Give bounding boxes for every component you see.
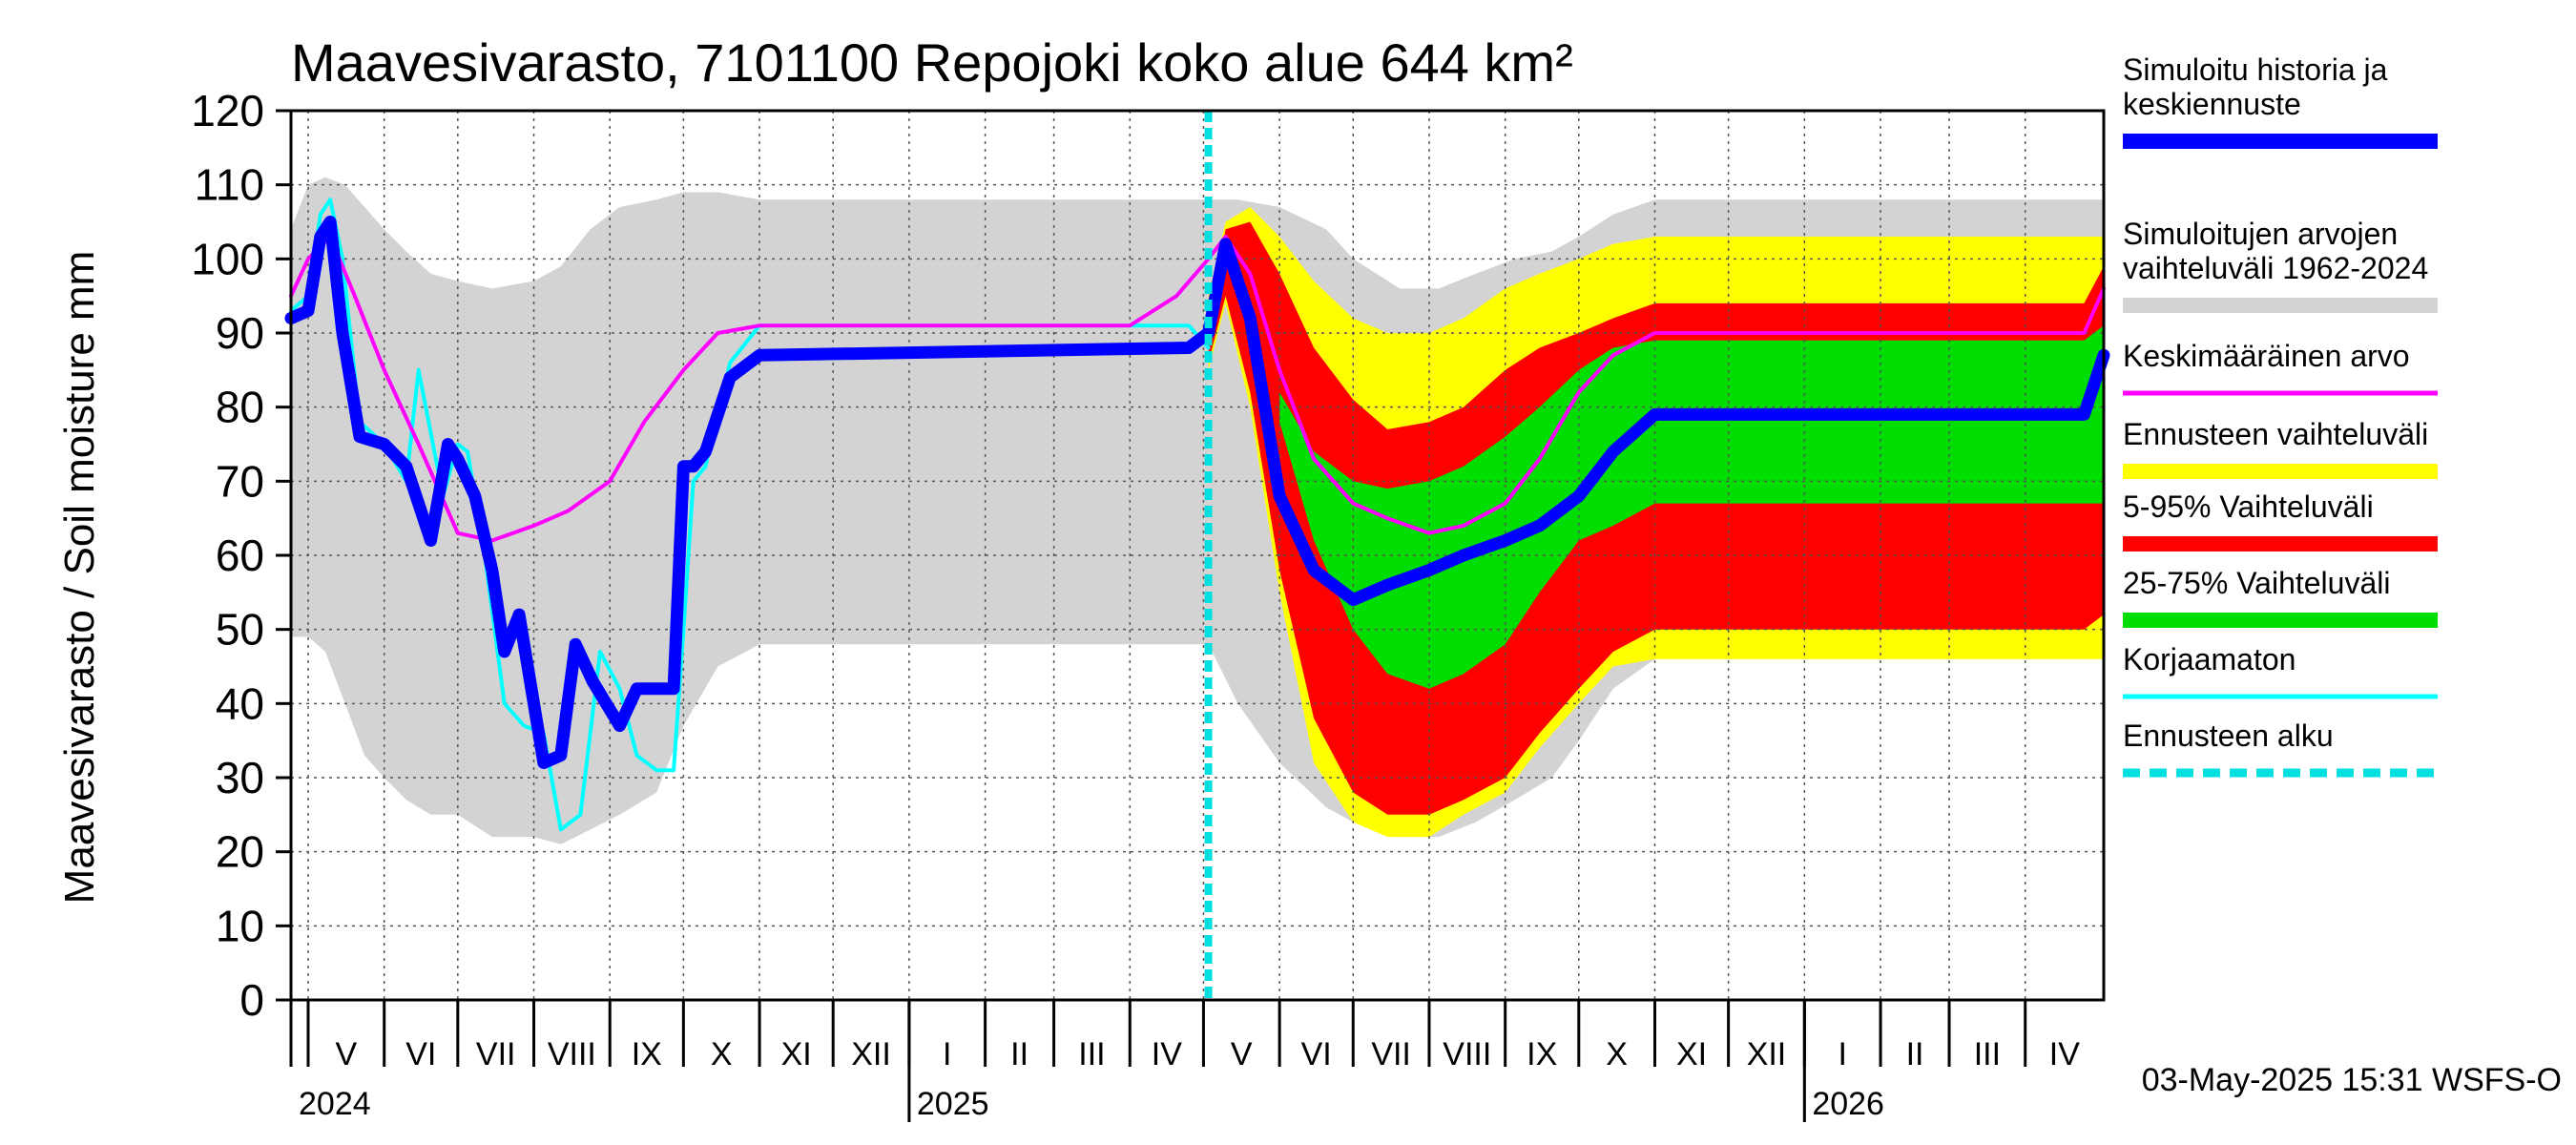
y-tick-label: 30 xyxy=(216,753,264,802)
chart-title: Maavesivarasto, 7101100 Repojoki koko al… xyxy=(291,32,1573,93)
y-axis-label: Maavesivarasto / Soil moisture mm xyxy=(56,251,103,905)
month-label: III xyxy=(1974,1036,2001,1072)
y-tick-label: 0 xyxy=(239,975,264,1025)
grid-layer xyxy=(291,111,2104,1000)
month-label: I xyxy=(943,1036,951,1072)
month-label: XII xyxy=(1747,1036,1787,1072)
month-label: IV xyxy=(2049,1036,2080,1072)
legend-label: Ennusteen vaihteluväli xyxy=(2123,417,2428,451)
month-label: IV xyxy=(1152,1036,1182,1072)
y-axis-ticks: 0 10 20 30 40 50 60 70 80 90 100 110 120 xyxy=(191,86,291,1025)
month-label: II xyxy=(1906,1036,1924,1072)
legend-label: Korjaamaton xyxy=(2123,642,2296,677)
y-tick-label: 10 xyxy=(216,901,264,950)
y-tick-label: 60 xyxy=(216,531,264,580)
legend-label: 5-95% Vaihteluväli xyxy=(2123,489,2374,524)
month-label: VII xyxy=(476,1036,516,1072)
lines-layer xyxy=(284,198,2110,832)
month-label: V xyxy=(336,1036,358,1072)
legend-label: Ennusteen alku xyxy=(2123,718,2334,753)
month-label: III xyxy=(1078,1036,1105,1072)
month-label: XI xyxy=(781,1036,812,1072)
month-label: X xyxy=(1606,1036,1628,1072)
y-tick-label: 100 xyxy=(191,234,264,283)
month-label: V xyxy=(1231,1036,1253,1072)
y-tick-label: 120 xyxy=(191,86,264,135)
y-tick-label: 80 xyxy=(216,383,264,432)
month-label: X xyxy=(711,1036,733,1072)
legend-label: Keskimääräinen arvo xyxy=(2123,339,2410,373)
series-line-5 xyxy=(289,235,2106,543)
month-label: VIII xyxy=(1443,1036,1491,1072)
month-label: VI xyxy=(1301,1036,1332,1072)
x-axis-months: V VI VII VIII IX X XI XII I II III IV V VI VII VIII IX X X… xyxy=(289,1000,2080,1122)
y-tick-label: 50 xyxy=(216,605,264,655)
year-label: 2025 xyxy=(917,1086,989,1122)
legend-label: 25-75% Vaihteluväli xyxy=(2123,566,2390,600)
month-label: VIII xyxy=(548,1036,596,1072)
month-label: I xyxy=(1838,1036,1846,1072)
month-label: VII xyxy=(1371,1036,1411,1072)
month-label: IX xyxy=(1527,1036,1557,1072)
y-tick-label: 110 xyxy=(195,160,264,210)
legend-label: Simuloitu historia ja keskiennuste xyxy=(2123,52,2388,121)
month-label: XII xyxy=(851,1036,891,1072)
y-tick-label: 70 xyxy=(216,456,264,506)
year-label: 2024 xyxy=(299,1086,371,1122)
month-label: VI xyxy=(405,1036,436,1072)
series-line-6 xyxy=(284,216,2110,769)
y-tick-label: 90 xyxy=(216,308,264,358)
y-tick-label: 40 xyxy=(216,678,264,728)
year-label: 2026 xyxy=(1812,1086,1884,1122)
legend: Simuloitu historia ja keskiennuste Simuloi… xyxy=(2123,52,2438,778)
y-tick-label: 20 xyxy=(216,827,264,877)
month-label: XI xyxy=(1676,1036,1707,1072)
month-label: IX xyxy=(632,1036,662,1072)
legend-label: Simuloitujen arvojen vaihteluväli 1962-20… xyxy=(2123,217,2428,285)
month-label: II xyxy=(1010,1036,1028,1072)
timestamp-label: 03-May-2025 15:31 WSFS-O xyxy=(2142,1062,2562,1098)
